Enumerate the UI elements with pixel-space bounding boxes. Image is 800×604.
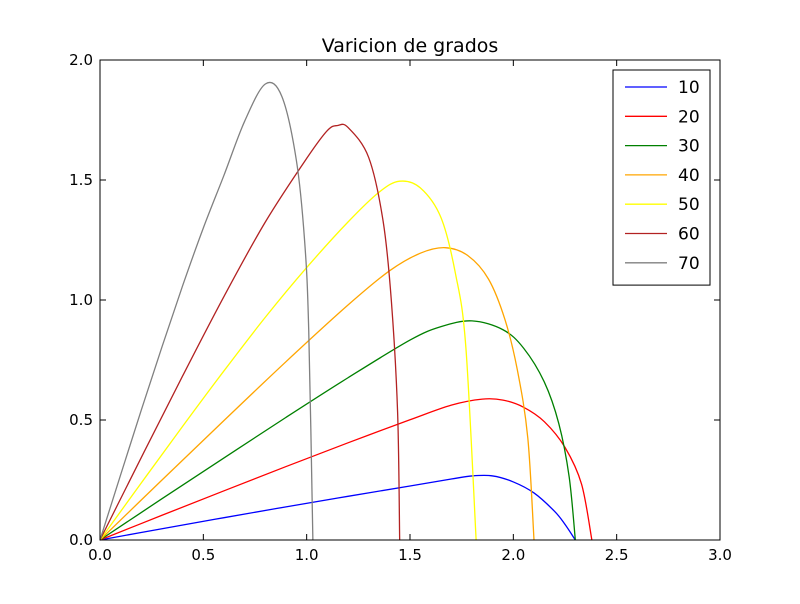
x-tick-label: 3.0 (708, 546, 732, 564)
y-tick-label: 1.5 (69, 171, 93, 189)
legend: 10 20 30 40 50 60 70 (612, 69, 711, 286)
legend-box (612, 69, 711, 286)
y-tick-label: 2.0 (69, 51, 93, 69)
legend-label-40: 40 (678, 166, 700, 186)
series-line-70 (99, 81, 314, 541)
legend-label-60: 60 (678, 225, 700, 245)
x-tick-label: 1.0 (295, 546, 319, 564)
series-line-60 (99, 123, 401, 541)
legend-label-20: 20 (678, 107, 700, 127)
series-line-30 (99, 320, 576, 541)
series-line-50 (99, 180, 477, 541)
x-tick-label: 2.5 (605, 546, 629, 564)
legend-label-30: 30 (678, 137, 700, 157)
y-tick-label: 0.5 (69, 411, 93, 429)
legend-label-50: 50 (678, 195, 700, 215)
series-line-20 (99, 398, 593, 541)
series-line-10 (99, 474, 576, 541)
y-tick-label: 0.0 (69, 531, 93, 549)
y-tick-label: 1.0 (69, 291, 93, 309)
x-tick-label: 0.0 (88, 546, 112, 564)
x-tick-label: 1.5 (398, 546, 422, 564)
series-layer (99, 81, 593, 541)
chart-title: Varicion de grados (322, 35, 499, 57)
legend-label-10: 10 (678, 78, 700, 98)
x-tick-label: 2.0 (501, 546, 525, 564)
x-tick-label: 0.5 (191, 546, 215, 564)
series-line-40 (99, 246, 535, 541)
legend-label-70: 70 (678, 254, 700, 274)
tick-layer: 0.0 0.5 1.0 1.5 2.0 2.5 3.0 0.0 0.5 1.0 1.5 2.0 (69, 51, 732, 564)
